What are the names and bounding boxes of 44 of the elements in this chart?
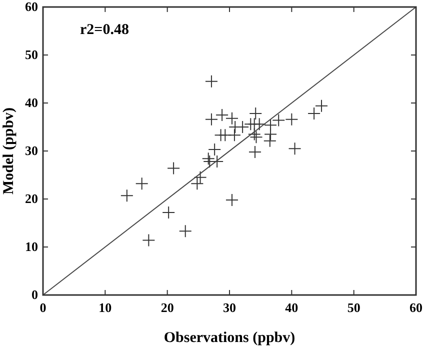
point — [178, 224, 192, 238]
point — [204, 74, 218, 88]
x-tick-label: 40 — [285, 300, 298, 315]
point — [208, 143, 222, 156]
point — [135, 177, 148, 190]
point — [308, 107, 321, 120]
point — [202, 152, 215, 166]
point — [190, 177, 204, 190]
x-tick-label: 60 — [410, 300, 422, 315]
y-tick-label: 10 — [25, 239, 38, 254]
point — [249, 107, 262, 120]
point — [248, 128, 261, 141]
y-tick-label: 0 — [32, 287, 38, 302]
point — [228, 128, 241, 142]
point — [272, 114, 286, 127]
point — [162, 206, 176, 219]
y-axis-title: Model (ppbv) — [1, 107, 17, 195]
point — [167, 162, 180, 175]
point — [248, 145, 262, 158]
x-tick-label: 50 — [347, 300, 360, 315]
annotation: r2=0.48 — [80, 22, 129, 38]
point — [194, 170, 207, 184]
point — [216, 108, 229, 122]
y-tick-label: 60 — [25, 0, 38, 14]
x-tick-label: 20 — [160, 300, 174, 315]
point — [263, 134, 276, 148]
y-tick-label: 40 — [25, 95, 38, 110]
x-tick-label: 10 — [98, 300, 112, 315]
x-tick-label: 30 — [223, 300, 236, 315]
point — [225, 112, 238, 125]
point — [315, 99, 328, 112]
point — [142, 234, 156, 247]
point — [285, 112, 298, 126]
point — [252, 118, 266, 131]
point — [225, 193, 238, 206]
point — [288, 142, 302, 156]
point — [250, 130, 263, 144]
y-tick-label: 50 — [25, 47, 38, 62]
point — [120, 189, 134, 202]
x-axis-title: Observations (ppbv) — [164, 330, 296, 346]
y-tick-label: 20 — [25, 191, 38, 206]
point — [204, 112, 218, 126]
point — [264, 128, 278, 141]
y-tick-label: 30 — [25, 143, 38, 158]
